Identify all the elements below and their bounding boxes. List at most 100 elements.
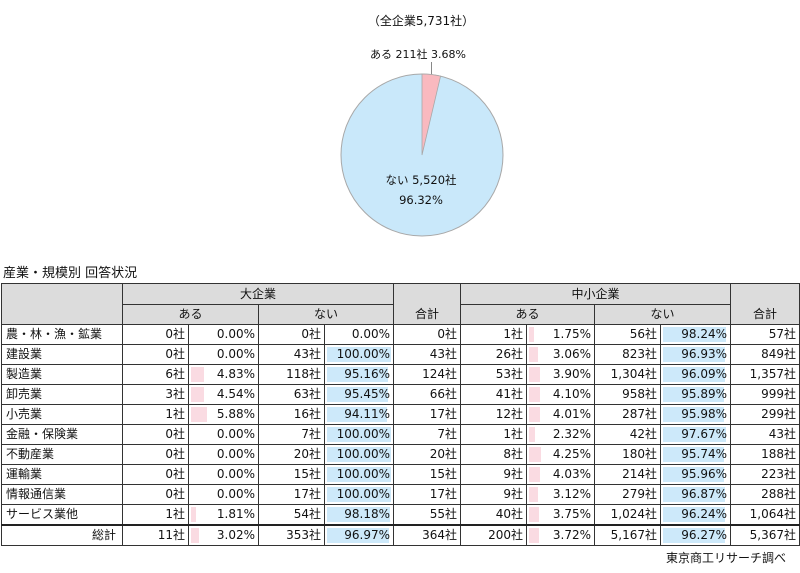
data-bar [327, 427, 391, 442]
count-cell: 118社 [258, 364, 325, 385]
data-bar [529, 528, 540, 543]
percent-cell: 3.06% [526, 344, 595, 365]
percent-cell: 3.75% [526, 504, 595, 526]
count-cell: 5,367社 [730, 524, 800, 546]
table-row: 農・林・漁・鉱業 0社 0.00% 0社 0.00% 0社 1社 1.75% 56社 98.24%… [1, 324, 800, 345]
count-cell: 1社 [122, 404, 189, 425]
percent-value: 95.45% [344, 387, 390, 401]
count-cell: 0社 [258, 324, 325, 345]
data-bar [529, 347, 538, 362]
count-cell: 56社 [594, 324, 661, 345]
percent-value: 95.89% [681, 387, 727, 401]
data-bar [663, 367, 725, 382]
count-cell: 26社 [460, 344, 527, 365]
count-cell: 849社 [730, 344, 800, 365]
count-cell: 57社 [730, 324, 800, 345]
industry-label: 情報通信業 [1, 484, 123, 505]
header-sme-no: ない [594, 304, 731, 325]
count-cell: 42社 [594, 424, 661, 445]
percent-value: 95.16% [344, 367, 390, 381]
count-cell: 17社 [393, 404, 461, 425]
percent-cell: 100.00% [324, 464, 394, 485]
industry-label: 不動産業 [1, 444, 123, 465]
count-cell: 17社 [258, 484, 325, 505]
industry-label: サービス業他 [1, 504, 123, 526]
data-bar [663, 467, 725, 482]
percent-value: 0.00% [216, 427, 255, 441]
table-row: 建設業 0社 0.00% 43社 100.00% 43社 26社 3.06% 823社 96.93… [1, 344, 800, 365]
count-cell: 9社 [460, 484, 527, 505]
industry-label: 卸売業 [1, 384, 123, 405]
percent-cell: 97.67% [660, 424, 731, 445]
data-bar [191, 407, 208, 422]
pie-leader-line [431, 62, 432, 75]
percent-cell: 3.12% [526, 484, 595, 505]
percent-cell: 95.98% [660, 404, 731, 425]
count-cell: 66社 [393, 384, 461, 405]
count-cell: 999社 [730, 384, 800, 405]
percent-cell: 2.32% [526, 424, 595, 445]
percent-value: 100.00% [336, 447, 390, 461]
count-cell: 0社 [122, 324, 189, 345]
industry-label: 製造業 [1, 364, 123, 385]
count-cell: 20社 [393, 444, 461, 465]
percent-cell: 98.18% [324, 504, 394, 526]
count-cell: 958社 [594, 384, 661, 405]
industry-label: 小売業 [1, 404, 123, 425]
data-bar [663, 528, 725, 543]
percent-cell: 98.24% [660, 324, 731, 345]
pie-label-no-count: ない 5,520社 [385, 173, 457, 187]
industry-label: 金融・保険業 [1, 424, 123, 445]
data-bar [529, 367, 540, 382]
percent-value: 0.00% [216, 447, 255, 461]
percent-cell: 4.10% [526, 384, 595, 405]
industry-label: 農・林・漁・鉱業 [1, 324, 123, 345]
data-bar [663, 487, 725, 502]
count-cell: 11社 [122, 524, 189, 546]
header-sme-total: 合計 [730, 283, 800, 325]
header-blank [1, 283, 123, 325]
data-bar [327, 507, 390, 522]
percent-cell: 100.00% [324, 424, 394, 445]
header-sme-yes: ある [460, 304, 595, 325]
table-row: 製造業 6社 4.83% 118社 95.16% 124社 53社 3.90% 1,304社 96… [1, 364, 800, 385]
count-cell: 1社 [122, 504, 189, 526]
count-cell: 288社 [730, 484, 800, 505]
percent-value: 100.00% [336, 427, 390, 441]
percent-value: 96.27% [681, 528, 727, 542]
percent-value: 95.98% [681, 407, 727, 421]
count-cell: 1,304社 [594, 364, 661, 385]
count-cell: 0社 [122, 424, 189, 445]
percent-cell: 100.00% [324, 484, 394, 505]
percent-value: 5.88% [216, 407, 255, 421]
data-bar [327, 447, 391, 462]
percent-cell: 95.89% [660, 384, 731, 405]
percent-cell: 0.00% [188, 324, 259, 345]
count-cell: 1,064社 [730, 504, 800, 526]
count-cell: 8社 [460, 444, 527, 465]
source-note: 東京商工リサーチ調べ [665, 551, 786, 565]
percent-value: 0.00% [216, 467, 255, 481]
percent-value: 3.90% [552, 367, 591, 381]
data-bar [529, 447, 541, 462]
count-cell: 6社 [122, 364, 189, 385]
percent-cell: 3.02% [188, 524, 259, 546]
data-bar [663, 407, 725, 422]
data-bar [191, 507, 196, 522]
data-bar [529, 427, 536, 442]
data-bar [327, 407, 388, 422]
percent-cell: 4.54% [188, 384, 259, 405]
header-large-yes: ある [122, 304, 259, 325]
data-bar [529, 487, 538, 502]
header-large-enterprise: 大企業 [122, 283, 394, 305]
count-cell: 188社 [730, 444, 800, 465]
count-cell: 0社 [393, 324, 461, 345]
count-cell: 17社 [393, 484, 461, 505]
count-cell: 16社 [258, 404, 325, 425]
count-cell: 40社 [460, 504, 527, 526]
percent-value: 4.01% [552, 407, 591, 421]
percent-value: 3.75% [552, 507, 591, 521]
percent-value: 4.83% [216, 367, 255, 381]
data-bar [663, 447, 725, 462]
count-cell: 353社 [258, 524, 325, 546]
